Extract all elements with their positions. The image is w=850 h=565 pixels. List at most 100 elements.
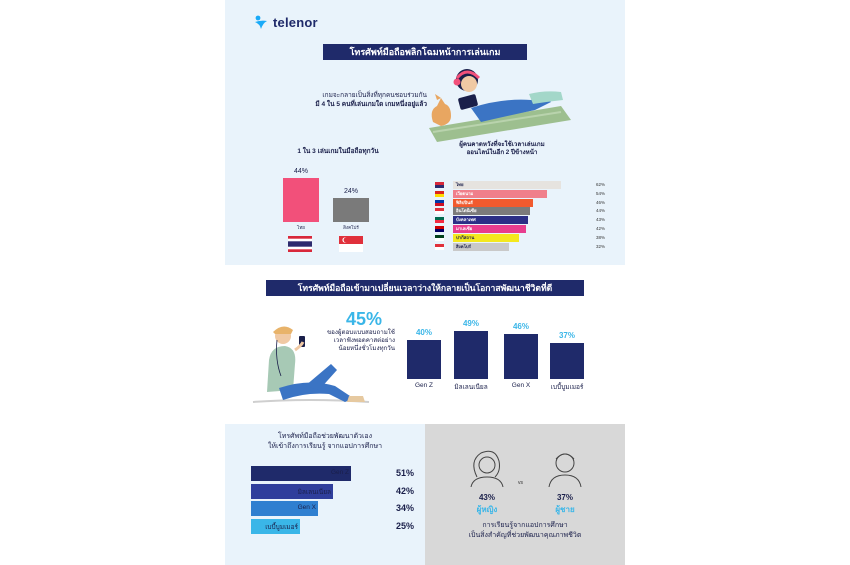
education-apps-title: โทรศัพท์มือถือช่วยพัฒนาตัวเอง ให้เข้าถึง…	[255, 432, 395, 452]
section2-title: โทรศัพท์มือถือเข้ามาเปลี่ยนเวลาว่างให้กล…	[266, 280, 584, 296]
podcast-headline-line2: เวลาฟังพอดคาสต่อย่าง	[333, 337, 395, 344]
future-gaming-country: เวียดนาม	[456, 190, 474, 196]
education-app-value: 42%	[395, 485, 414, 496]
future-gaming-row: มาเลเซีย 42%	[433, 225, 633, 233]
future-gaming-bar: บังคลาเทศ	[453, 216, 528, 225]
earphone-cable	[276, 339, 282, 377]
education-note-line1: การเรียนรู้จากแอปการศึกษา	[482, 522, 568, 529]
section1-title: โทรศัพท์มือถือพลิกโฉมหน้าการเล่นเกม	[323, 44, 527, 60]
podcast-headline-line1: ของผู้ตอบแบบสอบถามใช้	[326, 329, 395, 336]
future-gaming-row: อินโดนีเซีย 44%	[433, 207, 633, 216]
education-app-label: มิลเลนเนียล	[297, 488, 331, 496]
future-gaming-row: บังคลาเทศ 43%	[433, 216, 633, 225]
future-gaming-bar: ไทย	[453, 181, 561, 189]
podcast-generation-label: มิลเลนเนียล	[454, 384, 488, 391]
male-stat: 37% ผู้ชาย	[535, 493, 595, 516]
future-gaming-row: ปากีสถาน 38%	[433, 233, 633, 242]
podcast-generation-label: เบบี้บูมเมอร์	[550, 384, 584, 391]
future-gaming-value: 42%	[595, 226, 605, 231]
thailand-flag-icon	[288, 236, 312, 252]
daily-gaming-label: ไทย	[297, 225, 305, 230]
future-gaming-heading: ผู้คนคาดหวังที่จะใช้เวลาเล่นเกม ออนไลน์ใ…	[437, 141, 567, 157]
knee-shape	[305, 364, 337, 390]
education-note: การเรียนรู้จากแอปการศึกษา เป็นสิ่งสำคัญท…	[437, 521, 613, 541]
cat-shape	[431, 98, 451, 126]
podcast-generation-label: Gen Z	[414, 382, 434, 389]
mat-stripe	[432, 111, 562, 133]
man-outline-icon	[548, 453, 582, 487]
education-app-bar	[251, 466, 351, 481]
education-app-value: 34%	[395, 503, 414, 513]
daily-gaming-label: สิงคโปร์	[343, 225, 359, 230]
future-gaming-heading-line2: ออนไลน์ในอีก 2 ปีข้างหน้า	[466, 149, 538, 156]
singapore-flag-icon	[339, 236, 363, 252]
male-value: 37%	[556, 493, 573, 502]
country-flag-icon	[435, 199, 444, 206]
education-note-line2: เป็นสิ่งสำคัญที่ช่วยพัฒนาคุณภาพชีวิต	[468, 532, 582, 539]
future-gaming-bar: ฟิลิปปินส์	[453, 198, 533, 207]
future-gaming-country: ไทย	[456, 182, 464, 187]
future-gaming-country: ฟิลิปปินส์	[456, 199, 473, 205]
versus-label: vs	[518, 480, 523, 486]
tablet-device	[458, 94, 478, 110]
education-app-bar	[251, 483, 333, 499]
future-gaming-value: 43%	[595, 217, 605, 223]
future-gaming-value: 38%	[595, 234, 605, 240]
education-app-label: เบบี้บูมเมอร์	[265, 523, 298, 531]
podcast-headline-text: ของผู้ตอบแบบสอบถามใช้ เวลาฟังพอดคาสต่อย่…	[305, 329, 395, 353]
future-gaming-country: บังคลาเทศ	[456, 217, 476, 223]
cap-shape	[273, 326, 293, 334]
section-gender-learning	[425, 424, 625, 565]
man-listening-podcast-illustration	[252, 326, 370, 403]
country-flag-icon	[435, 234, 444, 241]
future-gaming-country: ปากีสถาน	[456, 234, 475, 240]
education-app-value: 51%	[395, 468, 414, 478]
education-app-label: Gen X	[297, 504, 316, 511]
daily-gaming-bar	[283, 178, 319, 222]
daily-gaming-value: 44%	[293, 168, 308, 175]
education-apps-title-line2: ให้เข้าถึงการเรียนรู้ จากแอปการศึกษา	[267, 443, 383, 450]
future-gaming-row: สิงคโปร์ 32%	[433, 242, 633, 251]
podcast-generation-bar	[504, 334, 538, 379]
cat-ear	[435, 94, 441, 100]
daily-gaming-bar	[333, 198, 369, 222]
daily-gaming-value: 24%	[343, 188, 358, 195]
podcast-generation-bar	[550, 343, 584, 379]
woman-outline-icon	[470, 450, 504, 487]
future-gaming-country: มาเลเซีย	[456, 226, 473, 231]
podcast-generation-value: 46%	[512, 322, 529, 331]
future-gaming-value: 54%	[595, 190, 605, 196]
country-flag-icon	[435, 190, 444, 197]
legs-shape	[529, 91, 563, 104]
future-gaming-value: 32%	[595, 243, 605, 249]
future-gaming-row: ฟิลิปปินส์ 46%	[433, 198, 633, 207]
male-label: ผู้ชาย	[555, 505, 575, 514]
gaming-intro-line2: มี 4 ใน 5 คนที่เล่นเกมใด เกมหนึ่งอยู่แล้…	[315, 101, 427, 108]
future-gaming-bar: สิงคโปร์	[453, 242, 509, 251]
section-mobile-gaming: telenor โทรศัพท์มือถือพลิกโฉมหน้าการเล่น…	[225, 0, 625, 265]
future-gaming-bar: มาเลเซีย	[453, 225, 526, 233]
pants-shape	[279, 382, 353, 402]
future-gaming-value: 46%	[595, 199, 605, 205]
podcast-generation-value: 40%	[415, 328, 432, 337]
headphone-left	[453, 78, 461, 86]
podcast-generation-label: Gen X	[511, 382, 531, 389]
headphones-band	[455, 70, 481, 80]
infographic-page: telenor โทรศัพท์มือถือพลิกโฉมหน้าการเล่น…	[225, 0, 625, 565]
gaming-intro: เกมจะกลายเป็นสิ่งที่ทุกคนชอบร่วมกัน มี 4…	[257, 91, 427, 109]
female-stat: 43% ผู้หญิง	[457, 493, 517, 516]
podcast-generation-value: 37%	[558, 331, 575, 340]
future-gaming-heading-line1: ผู้คนคาดหวังที่จะใช้เวลาเล่นเกม	[459, 141, 545, 148]
country-flag-icon	[435, 208, 444, 215]
education-app-value: 25%	[395, 520, 414, 531]
podcast-generation-bar	[407, 340, 441, 379]
future-gaming-country: อินโดนีเซีย	[456, 208, 477, 214]
future-gaming-bar: อินโดนีเซีย	[453, 207, 530, 216]
education-app-bar	[251, 501, 318, 516]
future-gaming-country: สิงคโปร์	[456, 243, 471, 249]
telenor-logo: telenor	[253, 14, 318, 30]
gaming-intro-line1: เกมจะกลายเป็นสิ่งที่ทุกคนชอบร่วมกัน	[322, 92, 427, 99]
female-value: 43%	[478, 493, 495, 502]
podcast-headline-value: 45%	[345, 309, 383, 329]
future-gaming-value: 62%	[595, 182, 605, 187]
